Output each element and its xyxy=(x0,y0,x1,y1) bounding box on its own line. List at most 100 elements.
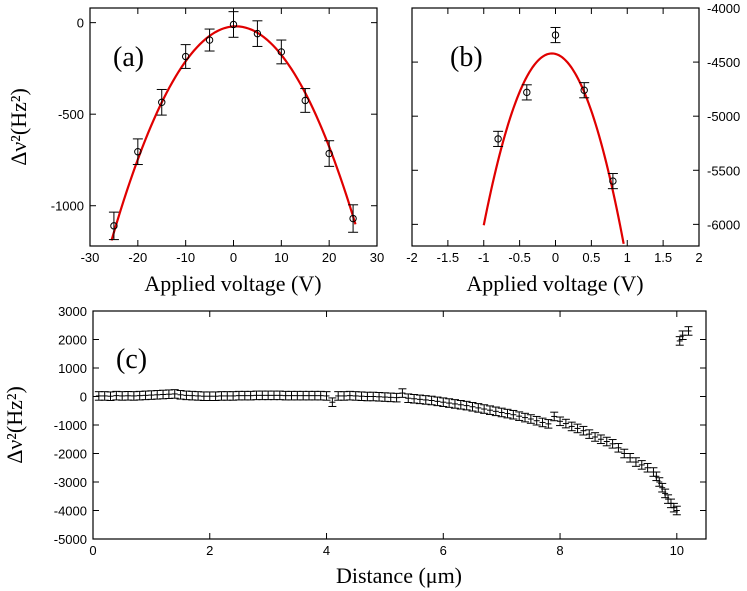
chart-c-point xyxy=(410,394,419,404)
chart-c-point xyxy=(94,391,103,401)
chart-b-ytick-label: -4000 xyxy=(707,1,740,16)
chart-c-point xyxy=(637,460,646,470)
chart-c-point xyxy=(456,399,465,410)
chart-a-ytick-label: -1000 xyxy=(51,199,84,214)
chart-c-point xyxy=(357,391,366,401)
chart-c-point xyxy=(334,391,343,401)
chart-a-marks xyxy=(108,11,359,241)
chart-a-xtick-label: 0 xyxy=(230,250,237,265)
chart-c-ytick-label: -5000 xyxy=(54,532,87,547)
chart-b-panel-label: (b) xyxy=(450,42,483,73)
chart-b-point xyxy=(493,130,504,147)
chart-c-xtick-label: 8 xyxy=(556,543,563,558)
chart-a-ylabel: Δν²(Hz²) xyxy=(6,88,31,166)
chart-c-point xyxy=(515,411,524,421)
chart-b-xlabel: Applied voltage (V) xyxy=(466,271,643,296)
chart-c-ytick-label: 2000 xyxy=(58,333,87,348)
chart-c-point xyxy=(474,403,483,413)
chart-a-point xyxy=(252,20,263,47)
chart-c-marks xyxy=(94,326,693,516)
chart-c-point xyxy=(328,397,337,407)
chart-c-point xyxy=(684,326,693,336)
chart-c-frame xyxy=(92,310,707,540)
chart-c-point xyxy=(561,418,570,429)
chart-c-point xyxy=(129,391,138,401)
chart-c-ytick-label: 0 xyxy=(80,390,87,405)
chart-c-point xyxy=(153,390,162,400)
chart-a-marker xyxy=(253,29,262,38)
chart-a-point xyxy=(204,28,215,52)
chart-b-xtick-label: 2 xyxy=(695,250,702,265)
chart-c-point xyxy=(550,411,559,422)
chart-b-marks xyxy=(482,26,625,245)
chart-c-point xyxy=(445,398,454,408)
chart-a-xtick-label: 30 xyxy=(370,250,384,265)
chart-c-point xyxy=(485,405,494,415)
chart-b-ticks: -2 -1.5 -1 -0.5 0 0.5 1 1.5 2 -6000 -5500 -5000 -450… xyxy=(406,1,740,265)
chart-c-point xyxy=(340,391,349,401)
chart-b-ytick-label: -4500 xyxy=(707,55,740,70)
chart-a-point xyxy=(180,44,191,69)
chart-c-point xyxy=(375,392,384,402)
chart-c-point xyxy=(269,390,278,401)
chart-c-point xyxy=(369,391,378,402)
chart-c-point xyxy=(164,389,173,399)
chart-c-point xyxy=(468,401,477,412)
chart-c-point xyxy=(252,390,261,401)
chart-a-point xyxy=(156,88,167,116)
chart-c-point xyxy=(538,417,547,428)
chart-a-point xyxy=(228,11,239,38)
chart-c-ytick-label: 1000 xyxy=(58,361,87,376)
chart-c-point xyxy=(106,391,115,401)
chart-c-point xyxy=(567,421,576,432)
chart-c-point xyxy=(305,390,314,401)
chart-b-ytick-label: -5000 xyxy=(707,109,740,124)
chart-c-point xyxy=(398,388,407,398)
chart-c-point xyxy=(281,390,290,401)
chart-a-marker xyxy=(325,149,333,158)
chart-c-point xyxy=(112,390,121,401)
chart-c-ytick-label: -3000 xyxy=(54,475,87,490)
chart-c-point xyxy=(480,404,489,414)
chart-a-marker xyxy=(110,222,118,230)
chart-c-point xyxy=(573,423,582,434)
chart-c-point xyxy=(316,390,325,401)
chart-c-point xyxy=(229,391,238,401)
chart-a-ytick-label: -500 xyxy=(58,107,84,122)
chart-c-point xyxy=(380,392,389,402)
chart-c-point xyxy=(532,415,541,426)
chart-b-point xyxy=(607,173,618,190)
chart-c-ytick-label: -2000 xyxy=(54,447,87,462)
chart-c-point xyxy=(124,391,133,401)
chart-c-point xyxy=(322,391,331,401)
chart-c-point xyxy=(118,391,127,401)
chart-a-ytick-label: 0 xyxy=(77,16,84,31)
chart-b-marker xyxy=(580,86,588,94)
chart-b-xtick-label: 1 xyxy=(624,250,631,265)
chart-a-xtick-label: -20 xyxy=(128,250,147,265)
chart-a-panel-label: (a) xyxy=(113,42,144,73)
chart-c-point xyxy=(100,391,109,401)
chart-a-point xyxy=(276,39,287,65)
chart-c-point xyxy=(439,397,448,407)
chart-c-point xyxy=(141,390,150,401)
chart-c-point xyxy=(176,390,185,400)
chart-b: -2 -1.5 -1 -0.5 0 0.5 1 1.5 2 -6000 -5500 -5000 -450… xyxy=(406,1,740,296)
chart-c-ylabel: Δν²(Hz²) xyxy=(2,386,27,464)
chart-b-point xyxy=(521,84,532,101)
chart-c-point xyxy=(205,391,214,401)
chart-a-marker xyxy=(134,148,142,156)
chart-c-point xyxy=(521,412,530,423)
chart-c-point xyxy=(234,390,243,401)
chart-c-point xyxy=(135,390,144,401)
chart-b-xtick-label: -1.5 xyxy=(437,250,459,265)
chart-c: 0 2 4 6 8 10 -5000 -4000 -3000 -2000 -1000 0 1000 200… xyxy=(2,304,707,588)
chart-a-marker xyxy=(181,52,190,61)
chart-c-point xyxy=(240,390,249,401)
chart-c-point xyxy=(596,434,605,445)
chart-c-point xyxy=(672,505,681,516)
chart-a-point xyxy=(348,204,359,233)
chart-b-point xyxy=(579,82,590,99)
chart-c-point xyxy=(433,396,442,407)
